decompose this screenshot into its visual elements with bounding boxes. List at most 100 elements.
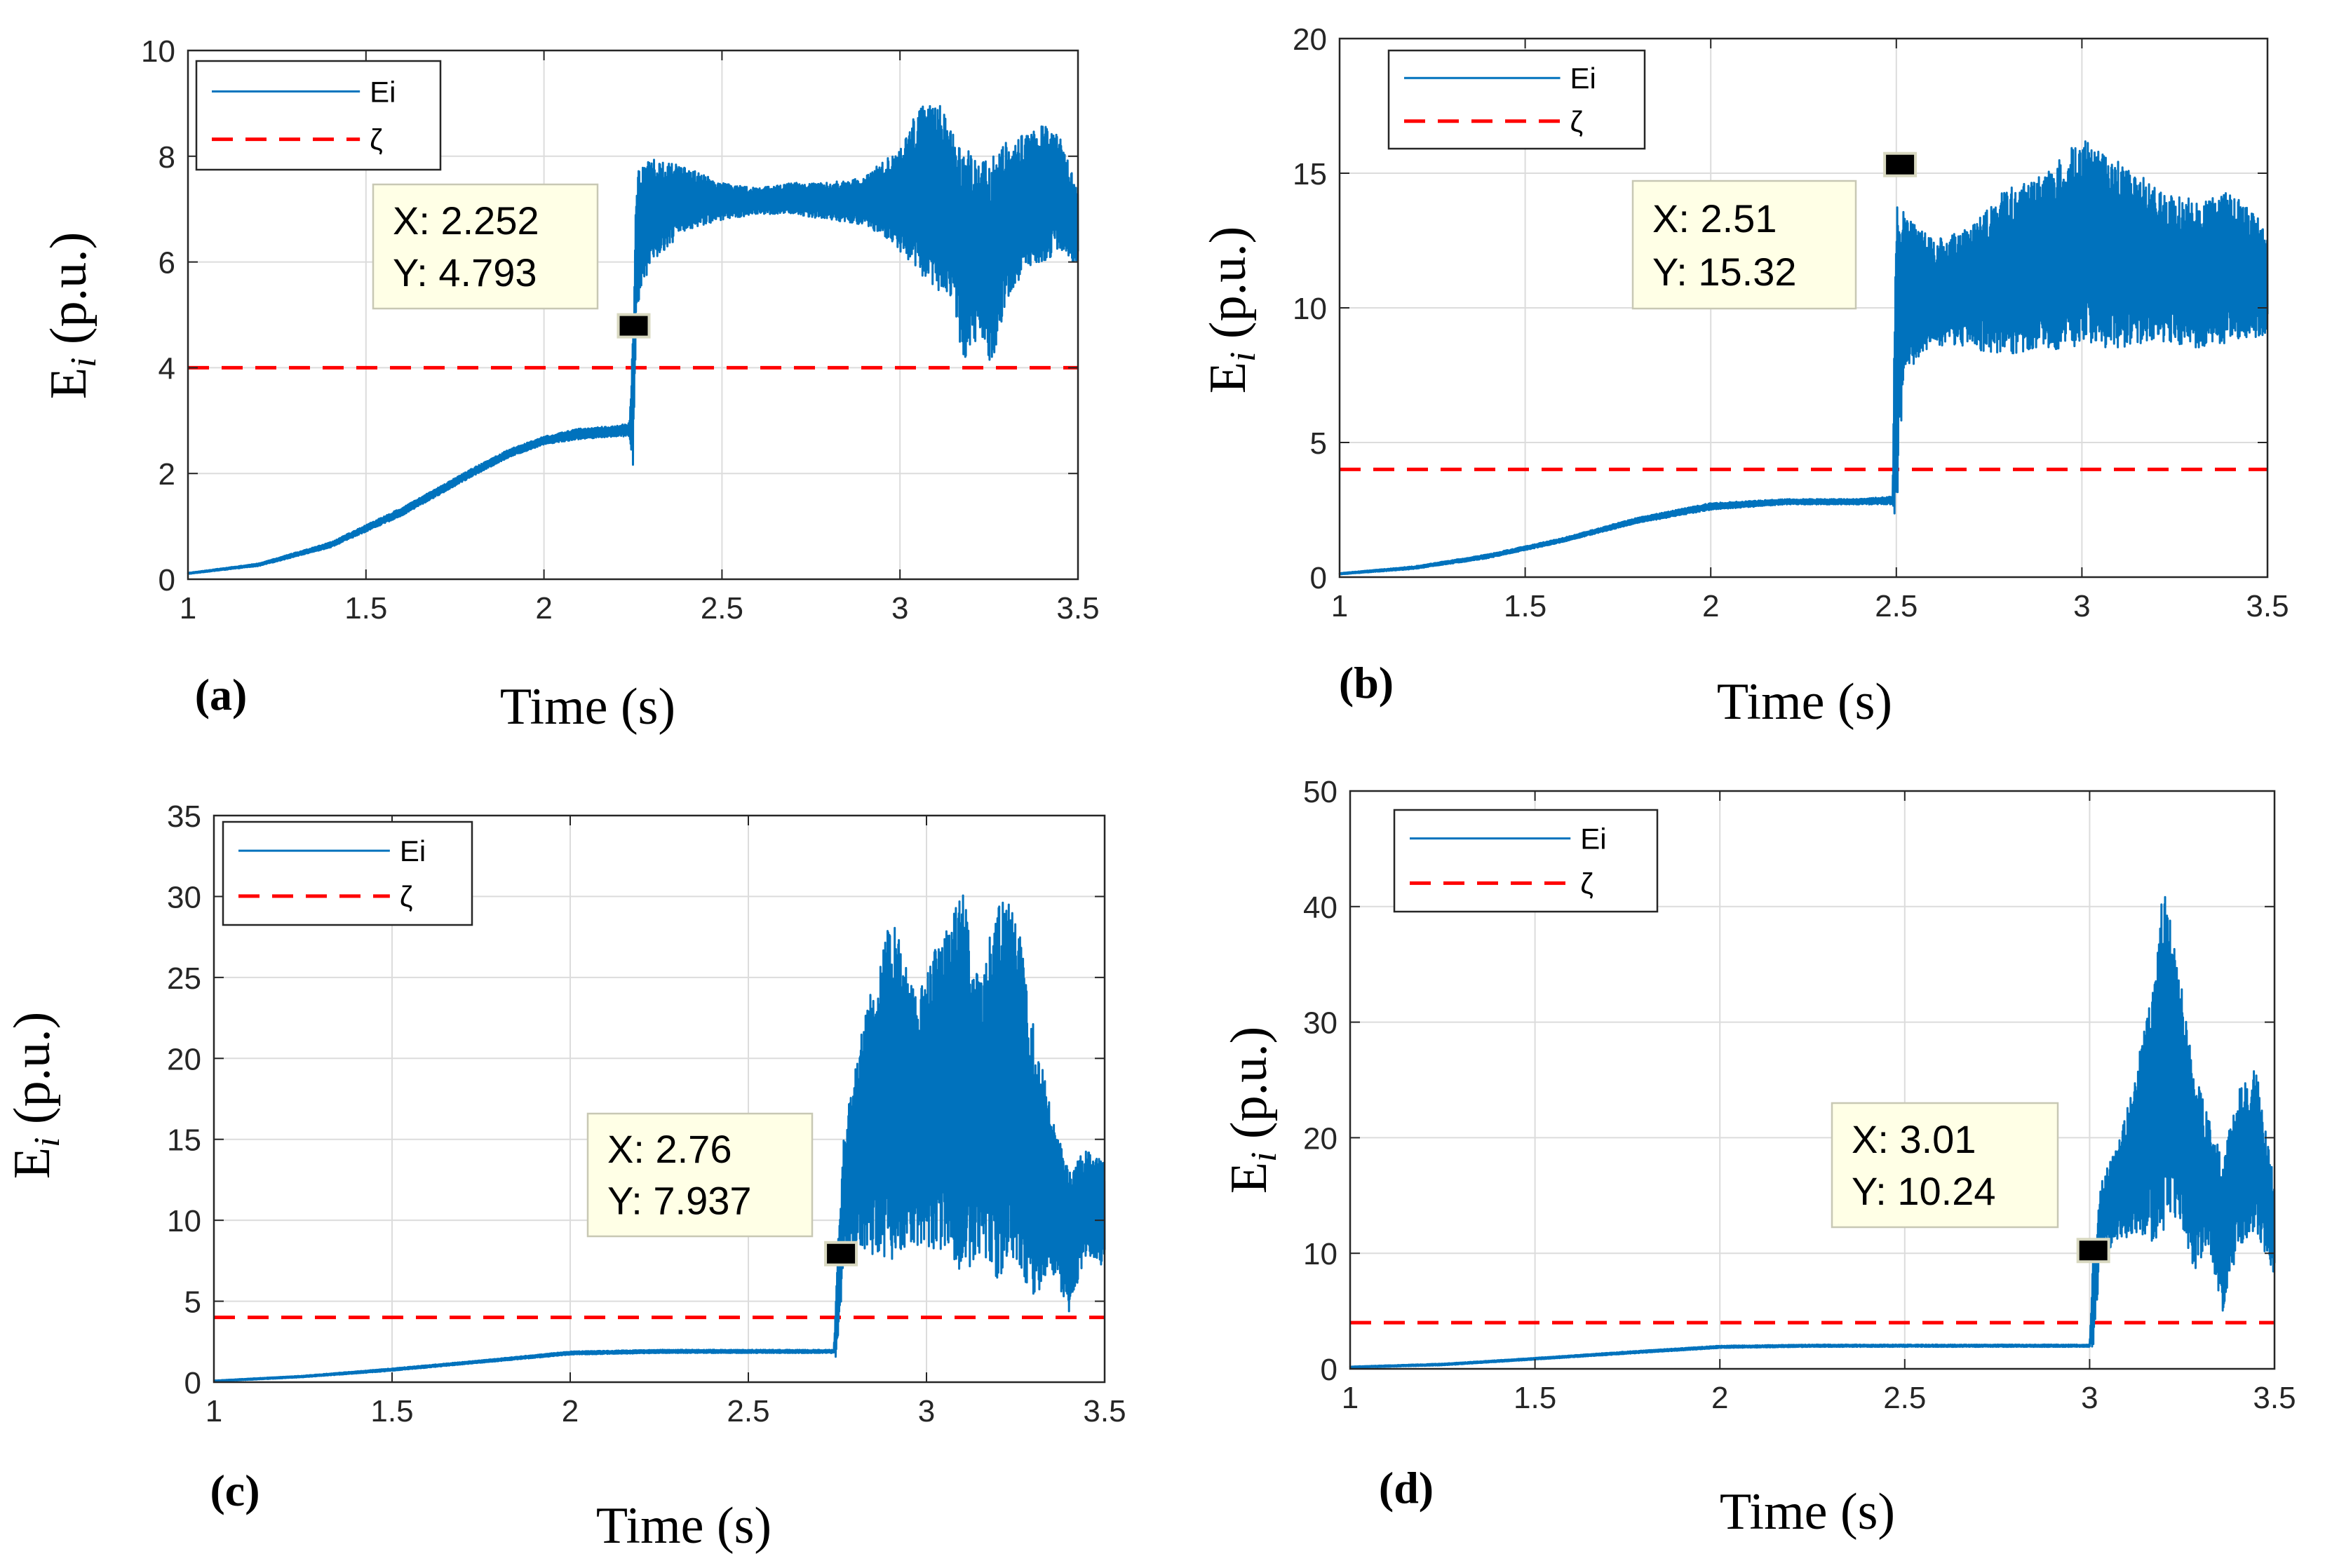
legend-label-zeta: ζ	[1570, 105, 1584, 138]
datatip-x-text: X: 3.01	[1852, 1117, 1976, 1161]
y-axis-title-sub: i	[1223, 352, 1263, 362]
datatip-y-text: Y: 15.32	[1652, 250, 1797, 294]
x-tick-label: 3	[2073, 589, 2090, 623]
legend-box	[222, 820, 473, 926]
y-tick-label: 8	[159, 140, 175, 175]
panel-label: (d)	[1379, 1463, 1434, 1513]
datatip-box	[586, 1112, 814, 1238]
datatip-x-text: X: 2.76	[607, 1127, 732, 1171]
datatip: X: 3.01 Y: 10.24	[1831, 1102, 2110, 1264]
datatip-box	[372, 183, 599, 310]
x-tick-label: 3.5	[2246, 589, 2289, 623]
y-axis-title: Ei (p.u.)	[4, 1012, 67, 1179]
y-axis-title: Ei (p.u.)	[40, 232, 104, 399]
datatip-x-text: X: 2.252	[393, 198, 539, 243]
datatip: X: 2.51 Y: 15.32	[1631, 151, 1918, 310]
axes-box	[1349, 790, 2276, 1370]
x-axis-title: Time (s)	[1717, 673, 1892, 731]
x-tick-label: 2	[562, 1394, 579, 1428]
y-tick-label: 20	[1293, 22, 1327, 57]
y-tick-label: 5	[184, 1285, 201, 1320]
y-tick-label: 20	[167, 1042, 201, 1076]
chart-panel-a: 1 1.5 2 2.5 3 3.5 0 2 4 6 8 10 Time (s) Ei (p.u.) (a) E…	[40, 34, 1100, 736]
legend-label-ei: Ei	[400, 834, 426, 867]
y-tick-label: 20	[1303, 1121, 1337, 1156]
x-tick-label: 3.5	[2253, 1381, 2296, 1415]
x-axis-title: Time (s)	[1720, 1483, 1895, 1541]
y-axis-title-main: E	[1199, 362, 1257, 393]
x-tick-label: 2	[1702, 589, 1719, 623]
legend: Ei ζ	[1387, 49, 1646, 150]
axes-box	[213, 814, 1106, 1384]
datatip-x-text: X: 2.51	[1652, 196, 1777, 241]
y-tick-label: 30	[1303, 1006, 1337, 1041]
x-tick-label: 1	[1331, 589, 1348, 623]
y-tick-label: 10	[1303, 1237, 1337, 1271]
y-tick-label: 2	[159, 457, 175, 492]
y-axis-title-rest: (p.u.)	[1199, 227, 1257, 352]
legend-label-zeta: ζ	[370, 123, 383, 156]
x-tick-label: 1.5	[1514, 1381, 1556, 1415]
x-axis-title: Time (s)	[596, 1497, 771, 1555]
legend: Ei ζ	[195, 60, 442, 171]
y-tick-label: 15	[167, 1123, 201, 1158]
chart-panel-c: 1 1.5 2 2.5 3 3.5 0 5 10 15 20 25 30 35 Time (s) Ei (p.…	[4, 799, 1126, 1555]
y-tick-label: 10	[1293, 292, 1327, 326]
datatip-box	[1631, 180, 1857, 310]
x-tick-label: 2	[1711, 1381, 1728, 1415]
y-tick-label: 15	[1293, 157, 1327, 191]
y-tick-label: 4	[159, 351, 175, 386]
y-axis-title-sub: i	[1244, 1152, 1284, 1162]
datatip-box	[1831, 1102, 2059, 1229]
x-tick-label: 2.5	[701, 591, 743, 626]
datatip: X: 2.76 Y: 7.937	[586, 1112, 858, 1266]
y-axis-title-main: E	[4, 1147, 61, 1179]
datatip-y-text: Y: 10.24	[1852, 1169, 1996, 1213]
x-axis-title: Time (s)	[500, 678, 675, 736]
x-tick-label: 1.5	[370, 1394, 413, 1428]
y-tick-label: 10	[141, 34, 175, 69]
x-tick-label: 1	[180, 591, 196, 626]
y-axis-title: Ei (p.u.)	[1199, 227, 1263, 393]
datatip-marker	[1883, 151, 1918, 177]
legend-box	[1387, 49, 1646, 150]
x-tick-label: 3.5	[1056, 591, 1099, 626]
y-axis-title-main: E	[40, 367, 97, 399]
y-axis-title-rest: (p.u.)	[40, 232, 97, 358]
legend: Ei ζ	[1393, 809, 1659, 913]
x-tick-label: 1.5	[1504, 589, 1546, 623]
ei-series-line	[1338, 140, 2269, 576]
legend-label-ei: Ei	[370, 75, 396, 108]
y-tick-label: 25	[167, 961, 201, 996]
legend-box	[1393, 809, 1659, 913]
datatip-marker	[616, 313, 651, 339]
axes-box	[187, 49, 1079, 581]
x-tick-label: 1	[205, 1394, 222, 1428]
datatip-marker	[2076, 1238, 2110, 1264]
y-axis-title-main: E	[1220, 1162, 1278, 1194]
y-tick-label: 40	[1303, 891, 1337, 925]
x-tick-label: 1	[1342, 1381, 1359, 1415]
x-tick-label: 2.5	[1875, 589, 1918, 623]
legend-label-zeta: ζ	[1580, 867, 1593, 900]
legend-label-zeta: ζ	[400, 880, 413, 913]
ei-series-line	[213, 894, 1106, 1383]
y-axis-title-rest: (p.u.)	[4, 1012, 61, 1137]
y-axis-title-sub: i	[64, 358, 104, 367]
datatip-marker	[824, 1241, 858, 1266]
panel-label: (b)	[1339, 658, 1394, 708]
x-tick-label: 2	[535, 591, 552, 626]
datatip-y-text: Y: 7.937	[607, 1179, 752, 1223]
legend: Ei ζ	[222, 820, 473, 926]
x-tick-label: 3	[891, 591, 908, 626]
y-tick-label: 30	[167, 880, 201, 914]
legend-label-ei: Ei	[1570, 62, 1596, 95]
y-axis-title-sub: i	[27, 1137, 67, 1147]
y-tick-label: 6	[159, 246, 175, 281]
panel-label: (c)	[210, 1466, 260, 1515]
legend-label-ei: Ei	[1580, 823, 1606, 856]
chart-panel-d: 1 1.5 2 2.5 3 3.5 0 10 20 30 40 50 Time (s) Ei (p.u.)…	[1220, 775, 2296, 1541]
y-tick-label: 0	[184, 1366, 201, 1400]
